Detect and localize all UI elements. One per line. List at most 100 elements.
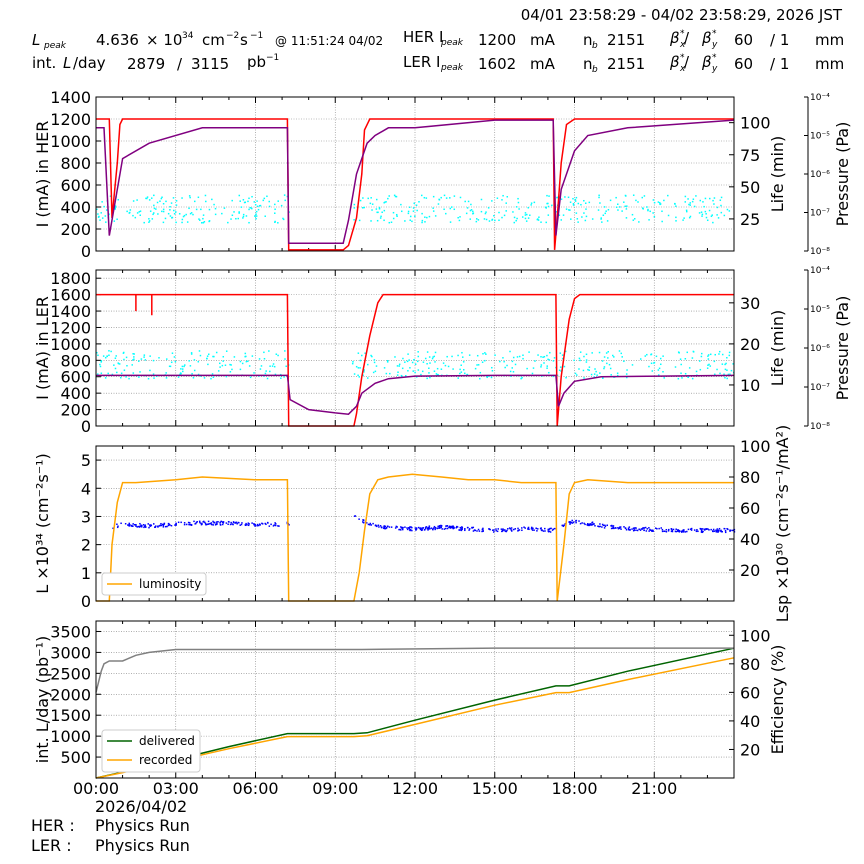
lsp-point: [217, 520, 219, 523]
lsp-point: [167, 524, 170, 527]
lsp-point: [551, 529, 554, 531]
pressure-point: [625, 208, 628, 210]
pressure-point: [143, 354, 146, 356]
pressure-point: [510, 375, 512, 377]
pressure-point: [100, 212, 102, 214]
pressure-point: [599, 202, 601, 204]
pressure-point: [524, 217, 527, 220]
pressure-point: [667, 214, 670, 217]
pressure-point: [235, 217, 237, 220]
pressure-point: [432, 356, 434, 358]
pressure-point: [598, 194, 600, 197]
pressure-point: [181, 197, 183, 199]
lsp-point: [650, 529, 652, 531]
pressure-point: [692, 198, 695, 200]
pressure-point: [698, 212, 701, 214]
y-tick-label: 2: [81, 536, 91, 555]
pressure-point: [674, 366, 677, 368]
lsp-scatter: [112, 515, 736, 534]
y-right-tick-label: 40: [740, 530, 760, 549]
lsp-point: [471, 526, 473, 529]
lsp-point: [160, 522, 162, 525]
y-tick-label: 2000: [50, 685, 91, 704]
lsp-point: [239, 524, 241, 526]
lsp-point: [620, 528, 622, 530]
pressure-point: [128, 212, 131, 214]
pressure-point: [472, 212, 474, 215]
pressure-point: [139, 371, 141, 373]
lsp-point: [514, 528, 517, 530]
lsp-point: [656, 528, 658, 530]
pressure-point: [462, 361, 465, 363]
pressure-point: [481, 361, 484, 363]
lsp-point: [452, 526, 455, 528]
ler-label: LER I: [403, 53, 440, 71]
pressure-point: [397, 371, 399, 373]
lpeak-unit-exp2: −1: [250, 31, 263, 41]
y-tick-label: 400: [60, 384, 91, 403]
lsp-point: [273, 524, 276, 526]
pressure-point: [238, 212, 240, 214]
pressure-point: [103, 205, 105, 208]
pressure-point: [148, 220, 151, 222]
pressure-point: [545, 221, 547, 224]
pressure-point: [649, 210, 651, 213]
pressure-point: [528, 351, 530, 353]
lsp-point: [149, 524, 151, 526]
pressure-point: [133, 358, 135, 360]
pressure-point: [371, 203, 374, 205]
pressure-point: [442, 362, 445, 364]
pressure-point: [206, 355, 209, 357]
lsp-point: [220, 520, 223, 523]
pressure-point: [426, 216, 428, 219]
lsp-point: [253, 523, 256, 526]
lsp-point: [716, 528, 719, 530]
pressure-point: [524, 212, 527, 214]
lsp-point: [212, 520, 214, 523]
lsp-point: [274, 524, 277, 527]
pressure-point: [475, 220, 478, 223]
her-sub: peak: [440, 38, 464, 48]
y-axis-label: I (mA) in HER: [33, 121, 52, 228]
lsp-point: [162, 523, 164, 526]
lsp-point: [552, 528, 555, 530]
y-tick-label: 1: [81, 564, 91, 583]
pressure-point: [254, 215, 256, 217]
lsp-point: [665, 528, 668, 531]
lsp-point: [238, 521, 240, 524]
pressure-point: [587, 368, 589, 371]
pressure-point: [488, 220, 491, 222]
lsp-point: [579, 522, 582, 525]
lsp-point: [274, 522, 276, 524]
pressure-point: [598, 196, 600, 199]
lsp-point: [400, 526, 402, 528]
lsp-point: [461, 526, 463, 528]
lsp-point: [491, 529, 494, 531]
pressure-point: [241, 362, 244, 365]
pressure-point: [603, 206, 606, 208]
lsp-point: [461, 528, 463, 531]
pressure-point: [211, 373, 214, 375]
lsp-point: [478, 530, 481, 532]
pressure-point: [102, 355, 105, 357]
lsp-point: [606, 524, 608, 527]
lsp-point: [425, 526, 427, 529]
pressure-point: [202, 217, 204, 220]
lsp-point: [583, 522, 585, 525]
pressure-point: [625, 217, 628, 219]
lsp-point: [602, 524, 605, 527]
pressure-scatter: [96, 194, 731, 224]
pressure-point: [719, 199, 722, 201]
pressure-point: [615, 196, 617, 199]
her-nb-sub: b: [592, 41, 598, 51]
pressure-point: [476, 364, 478, 366]
ler-nb: 2151: [607, 55, 645, 73]
pressure-point: [132, 359, 134, 361]
lsp-point: [724, 531, 727, 534]
pressure-point: [197, 373, 200, 376]
pressure-point: [460, 364, 462, 366]
lsp-point: [437, 527, 439, 529]
y-tick-label: 1400: [50, 302, 91, 321]
pressure-point: [126, 364, 128, 367]
pressure-point: [652, 212, 654, 214]
